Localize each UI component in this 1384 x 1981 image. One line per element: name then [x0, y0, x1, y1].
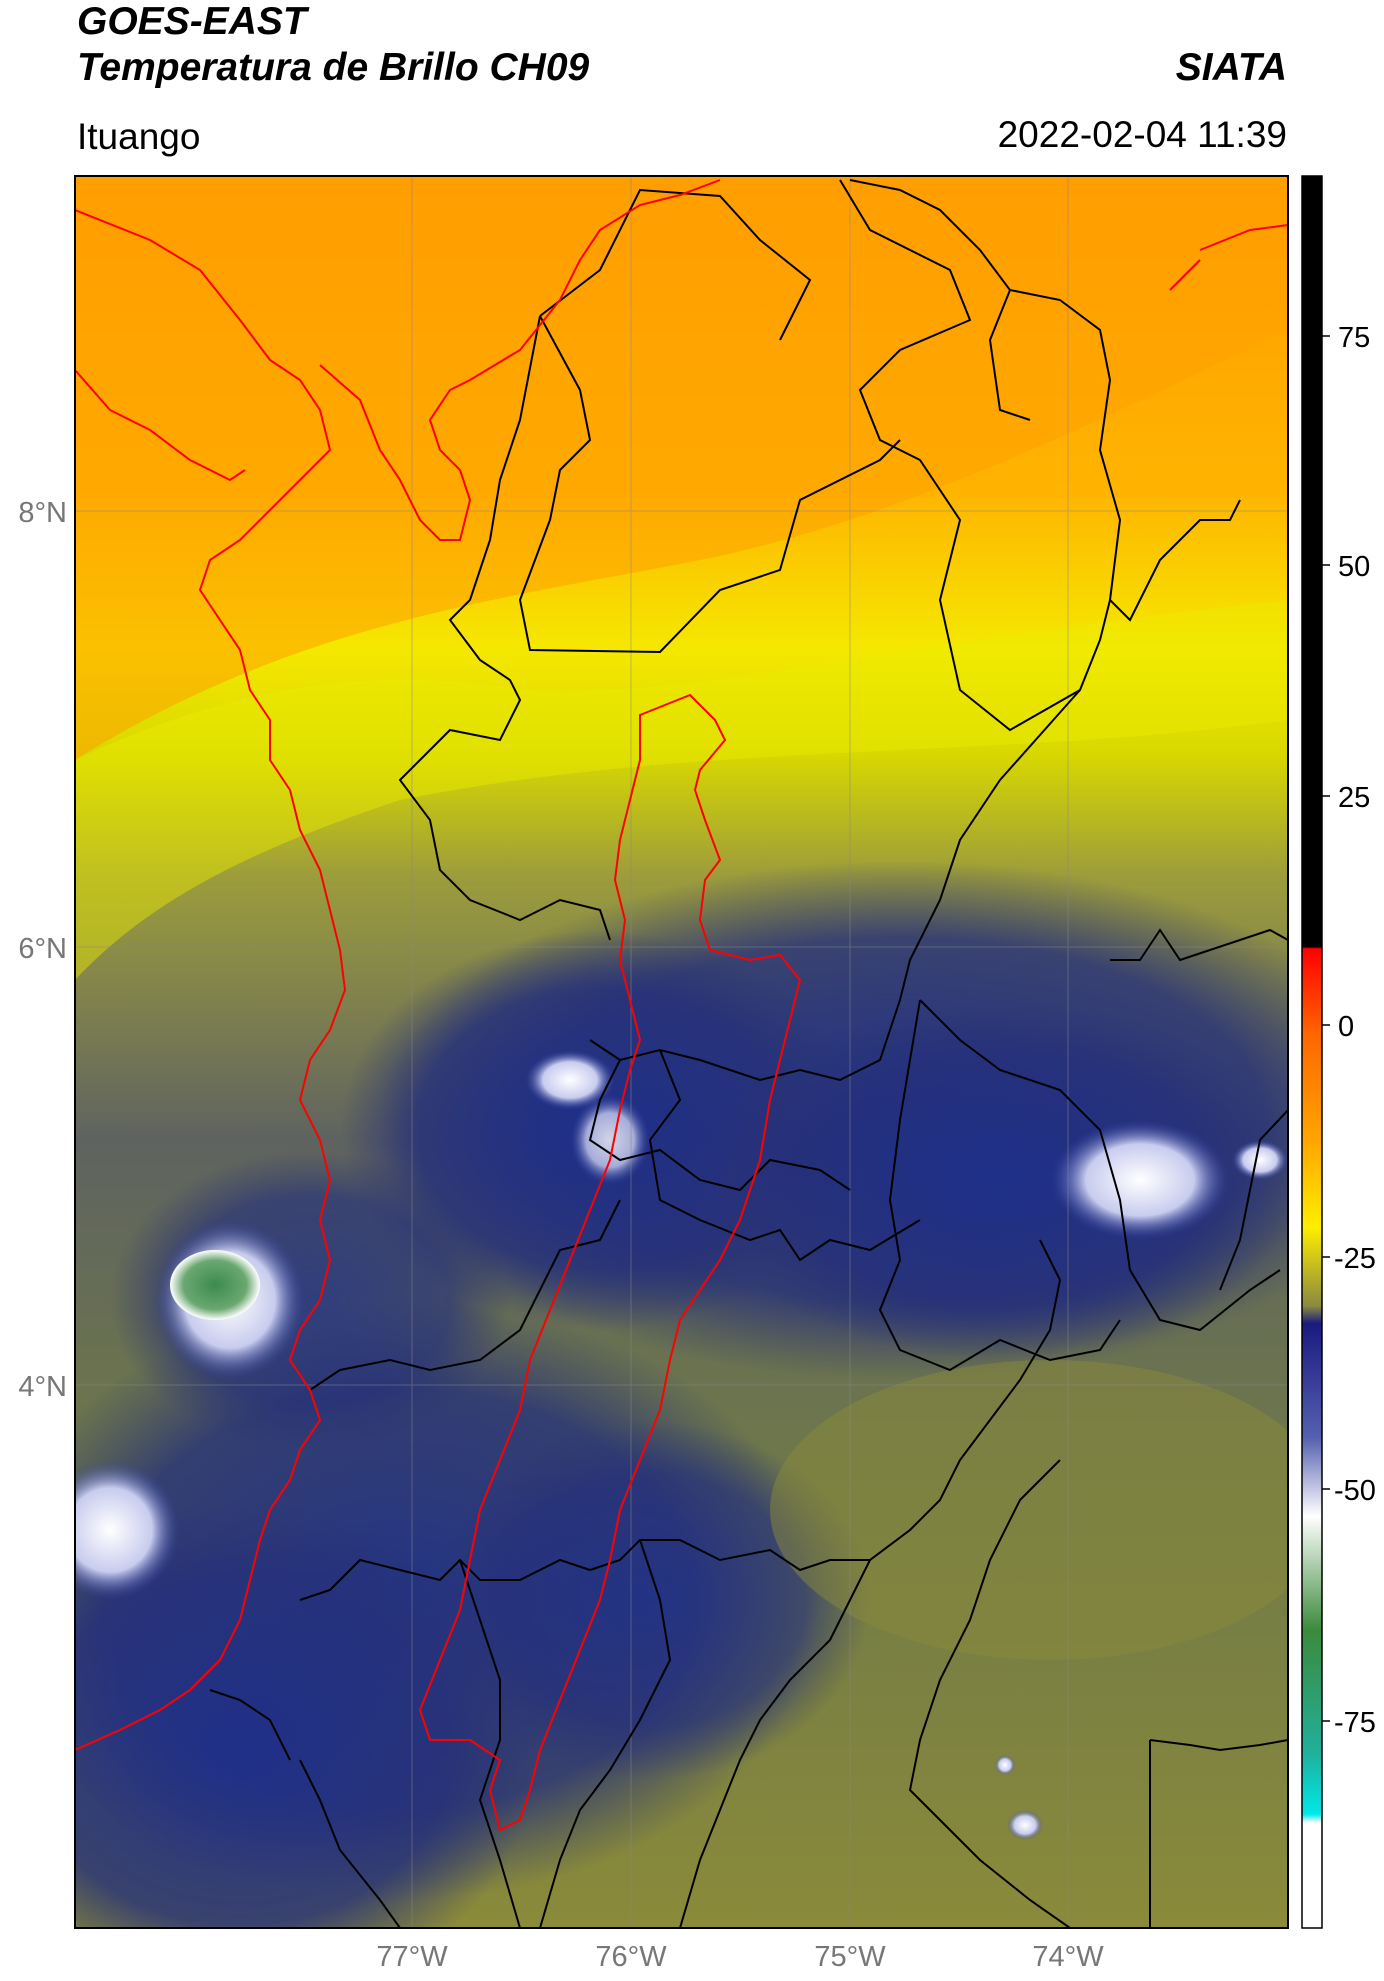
gridlines — [75, 176, 1288, 1928]
colorbar-label-50: 50 — [1338, 551, 1370, 583]
lon-tick-74w: 74°W — [1032, 1941, 1104, 1973]
lon-tick-75w: 75°W — [814, 1941, 886, 1973]
lat-tick-8n: 8°N — [18, 497, 67, 529]
datetime-label: 2022-02-04 11:39 — [997, 114, 1287, 155]
watershed-outline — [418, 693, 802, 1832]
lat-tick-6n: 6°N — [18, 933, 67, 965]
lon-tick-76w: 76°W — [595, 1941, 667, 1973]
colorbar-label-75: 75 — [1338, 322, 1370, 354]
administrative-boundaries — [209, 179, 1288, 1928]
colorbar-label-25: 25 — [1338, 782, 1370, 814]
institution-label: SIATA — [1175, 46, 1287, 89]
colorbar — [1301, 175, 1323, 1929]
colorbar-label-minus25: -25 — [1334, 1243, 1376, 1275]
region-label: Ituango — [77, 116, 201, 157]
product-title: Temperatura de Brillo CH09 — [77, 46, 590, 89]
colorbar-label-minus50: -50 — [1334, 1475, 1376, 1507]
colorbar-label-minus75: -75 — [1334, 1707, 1376, 1739]
colorbar-label-0: 0 — [1338, 1011, 1354, 1043]
lon-tick-77w: 77°W — [376, 1941, 448, 1973]
colorbar-ticks — [1322, 335, 1330, 1722]
map-frame — [74, 175, 1289, 1929]
satellite-title: GOES-EAST — [77, 0, 307, 43]
brightness-temperature-field — [75, 176, 1288, 1928]
lat-tick-4n: 4°N — [18, 1371, 67, 1403]
coastline — [75, 179, 1288, 1751]
